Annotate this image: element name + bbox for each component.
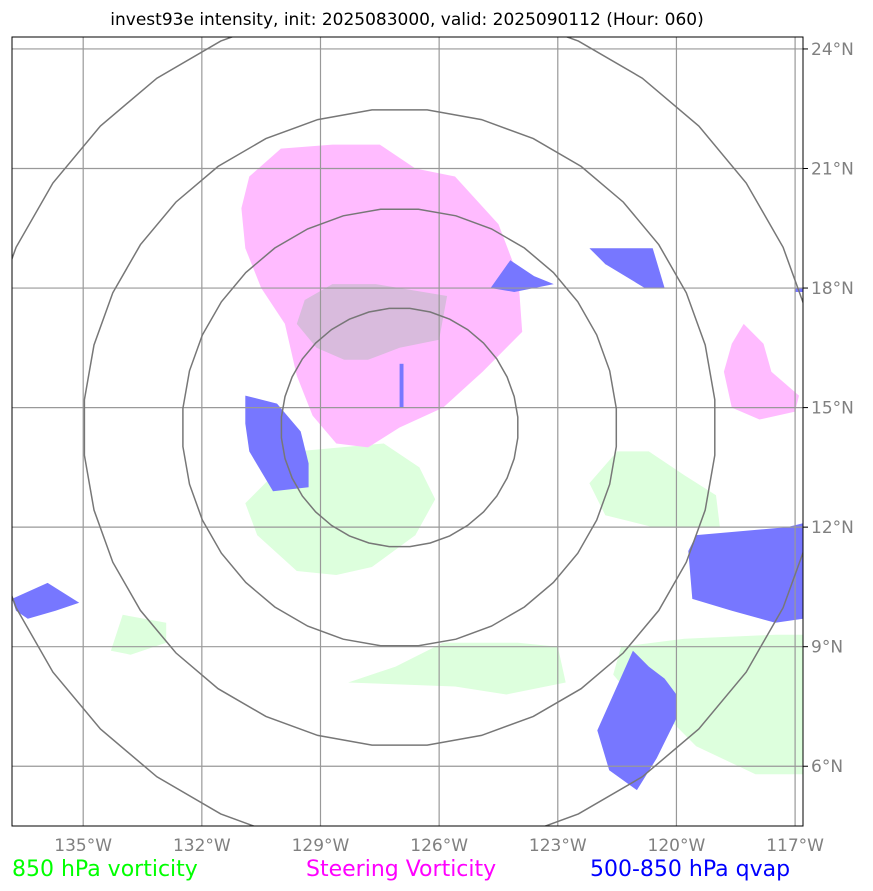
range-ring-0 [280,307,519,548]
qvap-region-0 [245,395,309,492]
y-tick-label: 12°N [811,518,854,538]
y-tick-label: 24°N [811,40,854,60]
steering-vorticity-region-1 [723,323,799,420]
x-tick-label: 132°W [173,836,231,856]
chart-title: invest93e intensity, init: 2025083000, v… [110,10,703,30]
vorticity-850-region-4 [613,634,803,775]
vorticity-850-region-3 [348,642,566,695]
y-tick-label: 6°N [811,757,843,777]
x-tick-label: 126°W [410,836,468,856]
x-tick-labels: 135°W 132°W 129°W 126°W 123°W 120°W 117°W [54,836,824,856]
qvap-region-4 [688,523,803,623]
qvap-region-1 [589,248,665,288]
map-frame [11,36,804,827]
x-tick-label: 135°W [54,836,112,856]
qvap-region-3 [399,363,404,408]
x-tick-label: 120°W [648,836,706,856]
range-rings [12,37,803,826]
y-tick-label: 21°N [811,160,854,180]
x-tick-label: 129°W [292,836,350,856]
map-fields [12,144,803,791]
qvap-region-5 [12,582,80,619]
y-tick-label: 15°N [811,399,854,419]
steering-qvap-overlap-region-0 [296,284,448,360]
range-ring-1 [182,208,618,647]
lat-lon-grid [12,37,808,826]
range-ring-3 [12,37,803,826]
legend-qvap: 500-850 hPa qvap [590,857,790,882]
x-tick-label: 123°W [529,836,587,856]
vorticity-850-region-2 [110,614,167,655]
legend-850-vorticity: 850 hPa vorticity [12,857,198,882]
x-tick-label: 117°W [766,836,824,856]
legend-steering-vorticity: Steering Vorticity [306,857,496,882]
vorticity-850-region-1 [589,451,720,528]
y-tick-label: 9°N [811,638,843,658]
y-tick-label: 18°N [811,279,854,299]
qvap-region-2 [490,260,554,292]
qvap-region-6 [597,650,677,791]
y-tick-labels: 24°N 21°N 18°N 15°N 12°N 9°N 6°N [811,40,854,777]
range-ring-2 [83,109,716,746]
